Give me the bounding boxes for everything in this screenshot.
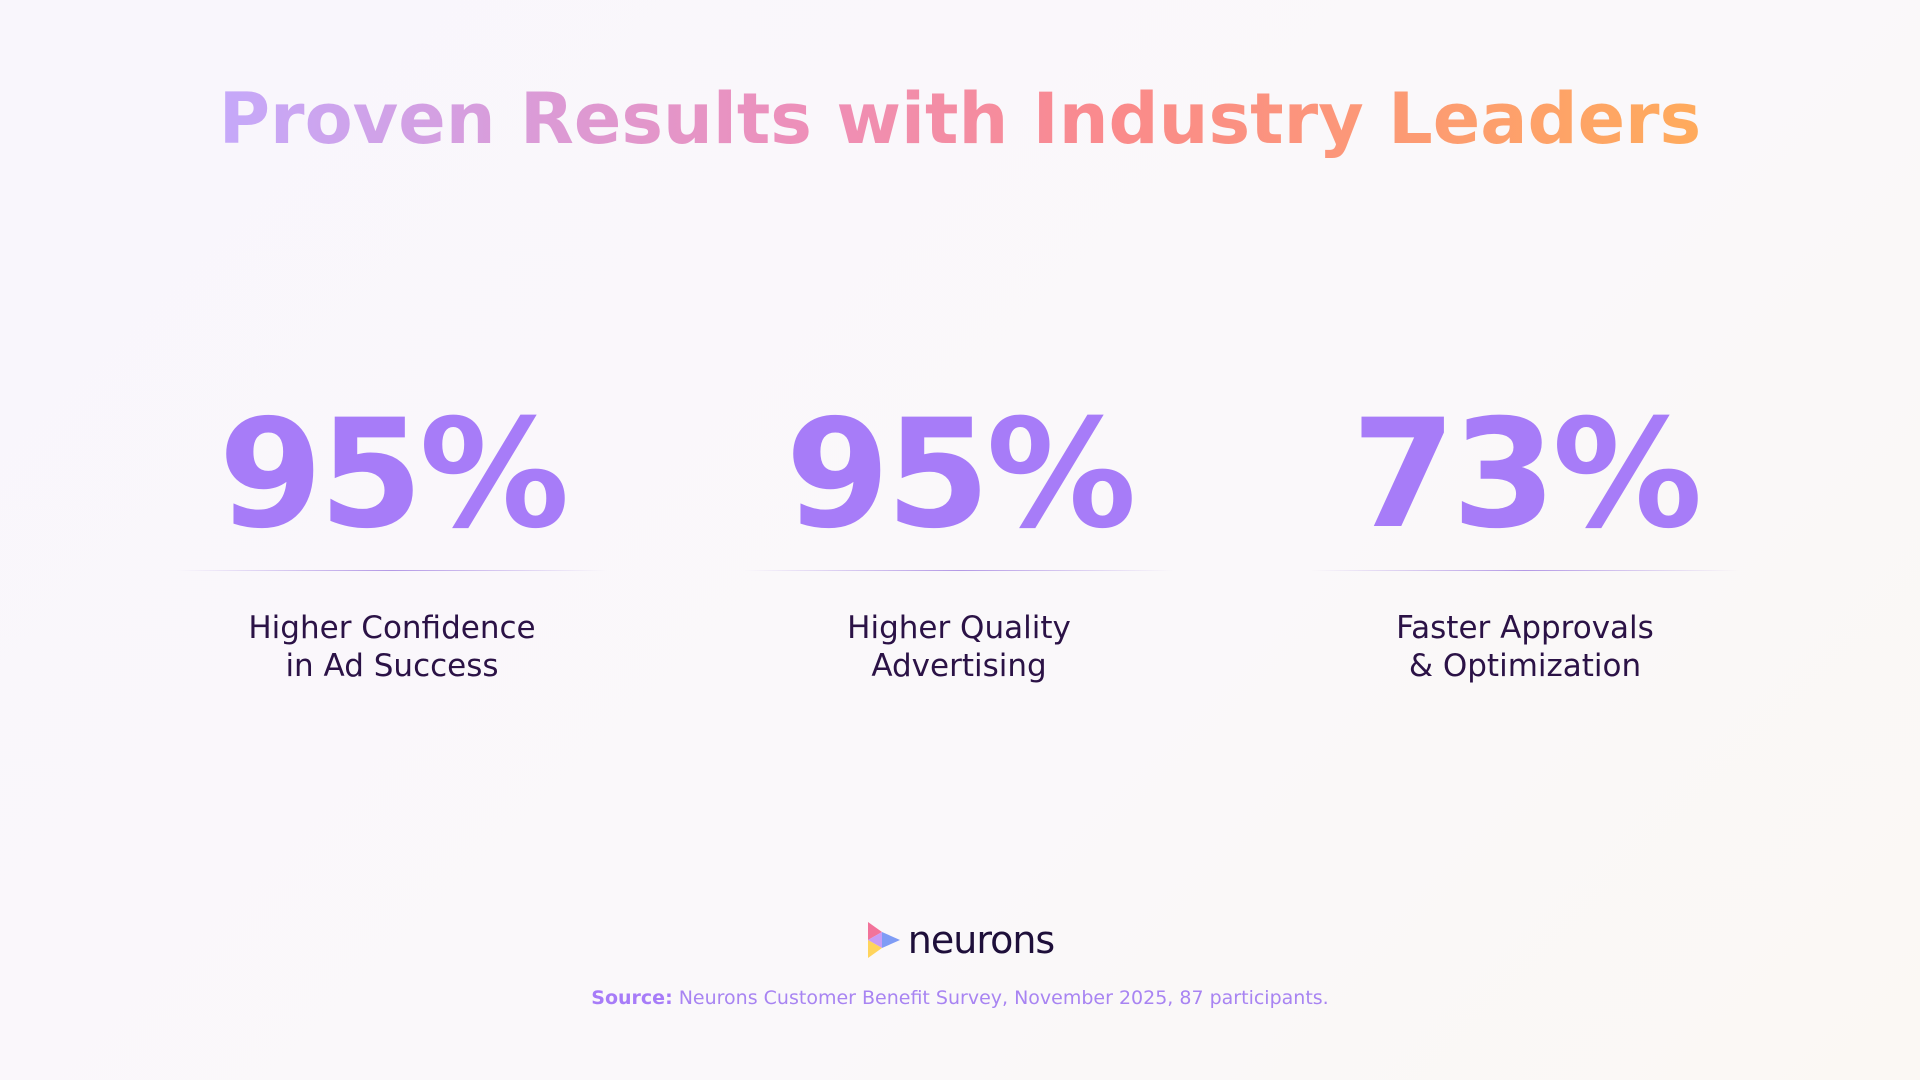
stat: 73% Faster Approvals & Optimization — [1305, 390, 1745, 685]
stat-label: Higher Quality Advertising — [739, 609, 1179, 685]
divider — [744, 570, 1174, 571]
label-line: Faster Approvals — [1396, 610, 1654, 646]
stat-value: 95% — [218, 388, 569, 562]
label-line: Higher Confidence — [248, 610, 536, 646]
stat: 95% Higher Quality Advertising — [739, 390, 1179, 685]
stat-label: Faster Approvals & Optimization — [1305, 609, 1745, 685]
stat-value: 73% — [1351, 388, 1702, 562]
title: Proven Results with Industry Leaders — [0, 78, 1920, 160]
stat-label: Higher Confidence in Ad Success — [172, 609, 612, 685]
title-text: Proven Results with Industry Leaders — [218, 78, 1702, 160]
source-text: Neurons Customer Benefit Survey, Novembe… — [678, 987, 1329, 1009]
label-line: Advertising — [871, 648, 1047, 684]
source: Source: Neurons Customer Benefit Survey,… — [0, 987, 1920, 1009]
divider — [177, 570, 607, 571]
label-line: & Optimization — [1408, 648, 1642, 684]
stat-value: 95% — [785, 388, 1136, 562]
divider — [1310, 570, 1740, 571]
source-label: Source: — [591, 987, 673, 1009]
label-line: in Ad Success — [285, 648, 499, 684]
logo-icon — [867, 922, 900, 958]
label-line: Higher Quality — [847, 610, 1071, 646]
stat: 95% Higher Confidence in Ad Success — [172, 390, 612, 685]
logo: neurons — [0, 918, 1920, 962]
logo-text: neurons — [907, 918, 1055, 962]
